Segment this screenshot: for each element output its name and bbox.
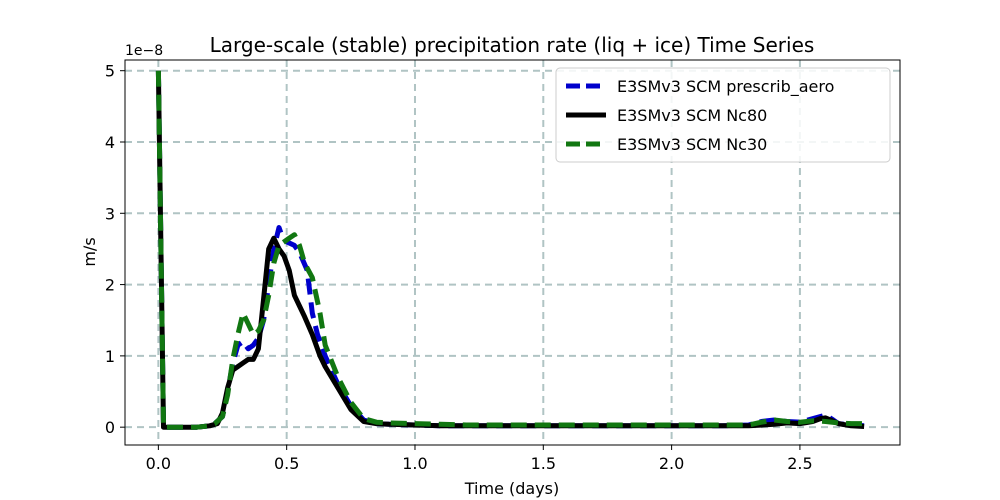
plot-frame <box>124 59 901 446</box>
x-axis-label: Time (days) <box>464 479 560 498</box>
y-tick-label: 2 <box>105 276 115 295</box>
x-tick-label: 0.5 <box>274 454 299 473</box>
y-tick-label: 5 <box>105 62 115 81</box>
x-tick-label: 1.5 <box>531 454 556 473</box>
y-tick-label: 4 <box>105 133 115 152</box>
y-scale-label: 1e−8 <box>125 43 163 59</box>
legend-entry-nc80: E3SMv3 SCM Nc80 <box>566 106 767 125</box>
x-tick-label: 2.0 <box>659 454 684 473</box>
legend-entry-prescrib-aero: E3SMv3 SCM prescrib_aero <box>566 77 834 97</box>
y-axis-label: m/s <box>80 237 99 266</box>
chart-title: Large-scale (stable) precipitation rate … <box>210 33 815 57</box>
series-lines <box>155 70 865 430</box>
legend: E3SMv3 SCM prescrib_aero E3SMv3 SCM Nc80 E… <box>555 67 891 163</box>
x-tick-label: 0.0 <box>146 454 171 473</box>
legend-label: E3SMv3 SCM prescrib_aero <box>617 77 834 97</box>
y-tick-label: 0 <box>105 418 115 437</box>
x-tick-label: 1.0 <box>402 454 427 473</box>
y-ticks: 0 1 2 3 4 5 <box>105 62 125 437</box>
legend-label: E3SMv3 SCM Nc30 <box>617 135 767 154</box>
x-tick-label: 2.5 <box>787 454 812 473</box>
legend-label: E3SMv3 SCM Nc80 <box>617 106 767 125</box>
legend-frame <box>555 67 891 163</box>
y-tick-label: 3 <box>105 204 115 223</box>
legend-entry-nc30: E3SMv3 SCM Nc30 <box>566 135 767 154</box>
x-ticks: 0.0 0.5 1.0 1.5 2.0 2.5 <box>146 445 813 473</box>
y-tick-label: 1 <box>105 347 115 366</box>
